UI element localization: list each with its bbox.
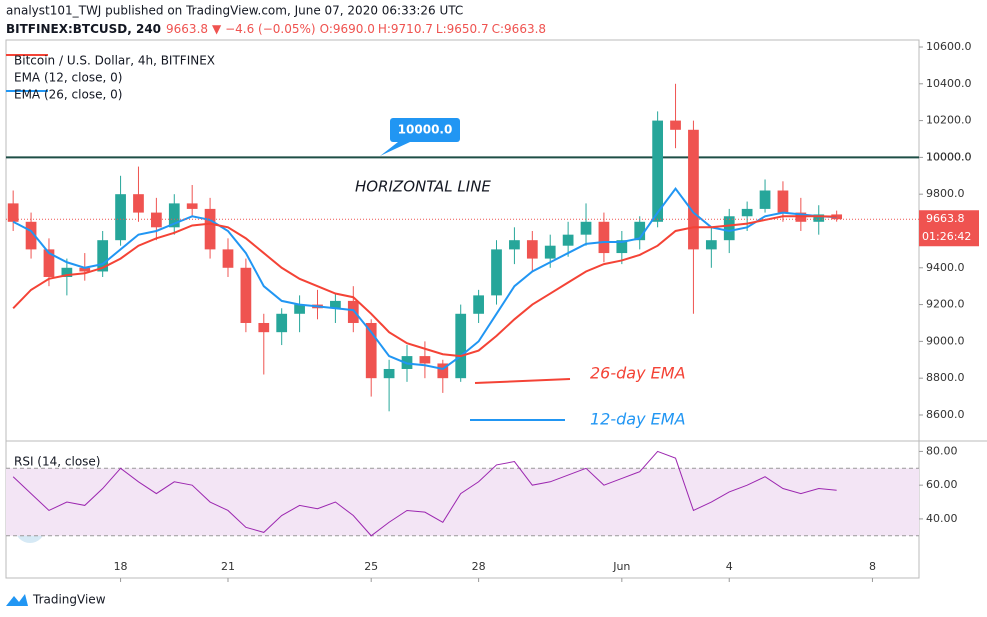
ohlc: H:9710.7 — [378, 22, 433, 36]
candle-body — [455, 313, 467, 379]
candle-body — [204, 208, 216, 250]
callout-box — [390, 118, 460, 142]
candle-body — [491, 249, 502, 296]
candle-body — [759, 190, 771, 209]
y-tick-label: 10400.0 — [926, 77, 972, 90]
y-tick-label: 9000.0 — [926, 334, 965, 347]
candle-body — [526, 240, 538, 259]
hline-label: 10000.0 — [926, 150, 972, 163]
candle-body — [43, 249, 55, 277]
candle-body — [652, 120, 664, 222]
callout: 10000.0 — [398, 123, 453, 137]
candle-body — [562, 234, 574, 246]
brand: TradingView — [32, 593, 106, 607]
candle-body — [544, 245, 556, 259]
candle-body — [688, 129, 699, 250]
candle-body — [723, 216, 735, 241]
rsi-y-tick-label: 60.00 — [926, 478, 958, 491]
candle-body — [240, 267, 252, 323]
y-tick-label: 8800.0 — [926, 371, 965, 384]
ema26-note: 26-day EMA — [590, 364, 686, 383]
ema-line — [12, 215, 837, 358]
byline: analyst101_TWJ published on TradingView.… — [6, 4, 463, 18]
candle-body — [25, 221, 37, 250]
candle-body — [258, 322, 270, 333]
candle-body — [580, 221, 592, 235]
x-tick-label: 28 — [472, 560, 486, 573]
y-tick-label: 9400.0 — [926, 261, 965, 274]
ohlc: L:9650.7 — [436, 22, 489, 36]
candle-body — [151, 212, 162, 228]
ohlc: O:9690.0 — [320, 22, 375, 36]
ema-line — [12, 186, 837, 371]
candle-body — [347, 300, 359, 323]
candle-body — [133, 194, 144, 213]
candle-body — [168, 203, 180, 228]
y-tick-label: 8600.0 — [926, 408, 965, 421]
candle-body — [383, 368, 395, 379]
candle-body — [186, 203, 198, 209]
price-box — [919, 210, 979, 247]
candle-body — [61, 267, 73, 277]
y-tick-label: 9200.0 — [926, 298, 965, 311]
candle-body — [509, 240, 520, 250]
change: ▼ −4.6 (−0.05%) — [212, 22, 316, 36]
brand-logo — [6, 594, 28, 606]
rsi-y-tick-label: 80.00 — [926, 444, 958, 457]
last-price-label: 9663.8 — [926, 212, 965, 225]
candle-body — [294, 304, 305, 314]
candle-body — [777, 190, 789, 213]
candle-body — [616, 240, 628, 254]
line-note: HORIZONTAL LINE — [355, 178, 491, 196]
candle-body — [634, 221, 646, 241]
rsi-y-tick-label: 40.00 — [926, 512, 958, 525]
candle-body — [813, 214, 825, 222]
x-tick-label: Jun — [612, 560, 630, 573]
rsi-line — [12, 450, 837, 537]
symbol: BITFINEX:BTCUSD, 240 — [6, 22, 161, 36]
x-tick-label: 25 — [364, 560, 378, 573]
candle-body — [741, 208, 753, 217]
candle-body — [7, 203, 19, 222]
legend-entry: EMA (26, close, 0) — [14, 88, 122, 102]
candle-body — [276, 313, 288, 333]
x-tick-label: 4 — [726, 560, 733, 573]
note-line — [474, 378, 571, 384]
x-tick-label: 8 — [869, 560, 876, 573]
ema12-note: 12-day EMA — [590, 410, 686, 429]
candle-body — [670, 120, 681, 130]
y-tick-label: 10000.0 — [926, 150, 972, 163]
callout-pointer — [380, 142, 410, 156]
candle-body — [97, 240, 109, 272]
countdown: 01:26:42 — [922, 230, 971, 243]
x-tick-label: 21 — [221, 560, 235, 573]
candle-body — [598, 221, 610, 254]
candle-body — [473, 295, 484, 314]
candle-body — [419, 356, 431, 364]
ohlc: C:9663.8 — [492, 22, 546, 36]
y-tick-label: 10600.0 — [926, 40, 972, 53]
candle-body — [365, 322, 377, 379]
candle-body — [222, 249, 234, 268]
y-tick-label: 9800.0 — [926, 187, 965, 200]
symbol-line: BITFINEX:BTCUSD, 240 9663.8 ▼ −4.6 (−0.05%… — [6, 22, 546, 36]
last: 9663.8 — [166, 22, 208, 36]
candle-body — [330, 300, 341, 309]
candle-body — [115, 194, 126, 241]
rsi-band — [6, 468, 919, 536]
x-tick-label: 18 — [114, 560, 128, 573]
rsi-title: RSI (14, close) — [14, 455, 100, 469]
legend-title: Bitcoin / U.S. Dollar, 4h, BITFINEX — [14, 54, 215, 68]
candle-body — [705, 240, 717, 250]
legend-entry: EMA (12, close, 0) — [14, 71, 122, 85]
candle-body — [437, 363, 449, 379]
y-tick-label: 10200.0 — [926, 114, 972, 127]
candle-body — [79, 267, 91, 272]
